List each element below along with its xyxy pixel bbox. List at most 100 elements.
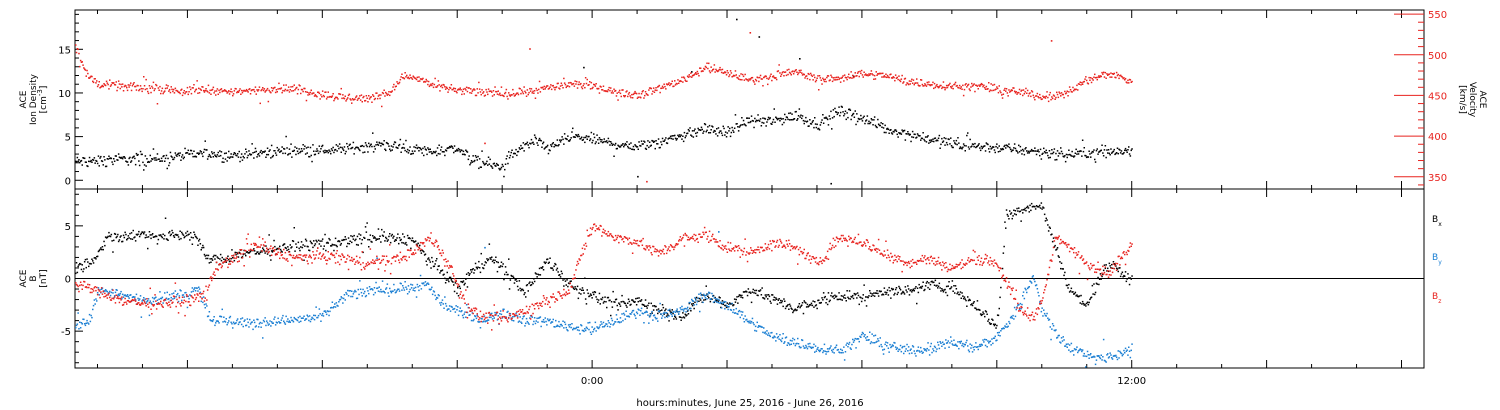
data-point	[736, 123, 738, 125]
data-point	[409, 74, 411, 76]
data-point	[582, 329, 584, 332]
data-point	[529, 142, 531, 145]
data-point	[118, 156, 121, 158]
data-point	[474, 94, 477, 97]
data-point	[528, 91, 530, 94]
data-point	[940, 84, 942, 87]
data-point	[928, 81, 930, 83]
data-point	[294, 317, 296, 320]
data-point	[1051, 233, 1053, 235]
data-point	[317, 314, 320, 317]
data-point	[569, 139, 571, 141]
data-point	[392, 146, 394, 148]
data-point	[733, 312, 736, 314]
data-point	[410, 239, 413, 242]
data-point	[368, 286, 371, 288]
data-point	[393, 235, 395, 238]
data-point	[266, 87, 269, 90]
data-point	[205, 88, 207, 90]
data-point	[820, 301, 822, 304]
data-point	[388, 295, 390, 297]
data-point	[1097, 276, 1099, 279]
data-point	[741, 124, 744, 126]
data-point	[660, 87, 662, 90]
data-point	[934, 86, 937, 89]
data-point	[947, 138, 949, 140]
data-point	[304, 238, 307, 241]
data-point	[358, 97, 360, 99]
data-point	[126, 161, 129, 163]
data-point	[1107, 267, 1109, 270]
data-point	[252, 152, 254, 154]
data-point	[1065, 284, 1068, 287]
data-point	[465, 273, 468, 275]
data-point	[658, 311, 661, 313]
data-point	[433, 83, 436, 86]
data-point	[682, 310, 685, 312]
data-point	[204, 140, 206, 142]
data-point	[1077, 89, 1079, 91]
data-point	[293, 227, 295, 229]
data-point	[1123, 77, 1125, 79]
data-point	[678, 82, 680, 84]
data-point	[434, 77, 436, 80]
data-point	[393, 283, 395, 286]
data-point	[107, 158, 109, 160]
data-point	[1021, 209, 1023, 211]
data-point	[690, 72, 692, 74]
data-point	[368, 239, 371, 241]
data-point	[751, 76, 754, 79]
data-point	[273, 87, 275, 89]
data-point	[1078, 295, 1081, 297]
data-point	[517, 150, 520, 153]
data-point	[352, 141, 355, 144]
data-point	[1093, 149, 1095, 151]
data-point	[686, 75, 689, 77]
data-point	[818, 302, 821, 304]
data-point	[1076, 294, 1078, 296]
data-point	[771, 79, 773, 82]
data-point	[916, 133, 919, 135]
data-point	[219, 91, 221, 94]
data-point	[426, 153, 428, 156]
data-point	[442, 151, 444, 153]
data-point	[680, 308, 682, 311]
data-point	[626, 90, 628, 92]
data-point	[848, 297, 850, 300]
data-point	[486, 91, 488, 93]
data-point	[994, 88, 996, 91]
data-point	[546, 258, 549, 260]
data-point	[681, 316, 683, 319]
data-point	[517, 93, 520, 96]
data-point	[638, 297, 640, 299]
data-point	[703, 295, 706, 297]
data-point	[238, 150, 240, 153]
data-point	[710, 66, 712, 68]
data-point	[403, 289, 406, 291]
data-point	[618, 145, 620, 147]
data-point	[931, 280, 933, 283]
data-point	[263, 151, 266, 153]
data-point	[639, 96, 641, 98]
data-point	[479, 271, 482, 274]
data-point	[886, 291, 888, 294]
data-point	[156, 243, 159, 245]
data-point	[565, 284, 567, 286]
data-point	[1060, 95, 1062, 97]
data-point	[712, 131, 715, 133]
data-point	[1068, 86, 1071, 88]
data-point	[201, 153, 203, 155]
data-point	[529, 315, 532, 317]
data-point	[106, 291, 109, 293]
data-point	[1031, 206, 1034, 208]
data-point	[181, 299, 183, 302]
data-point	[983, 145, 985, 147]
data-point	[699, 297, 701, 300]
data-point	[440, 270, 442, 272]
data-point	[680, 80, 682, 83]
data-point	[899, 132, 902, 134]
data-point	[397, 288, 399, 290]
data-point	[659, 302, 661, 305]
data-point	[894, 79, 896, 82]
data-point	[327, 242, 329, 244]
